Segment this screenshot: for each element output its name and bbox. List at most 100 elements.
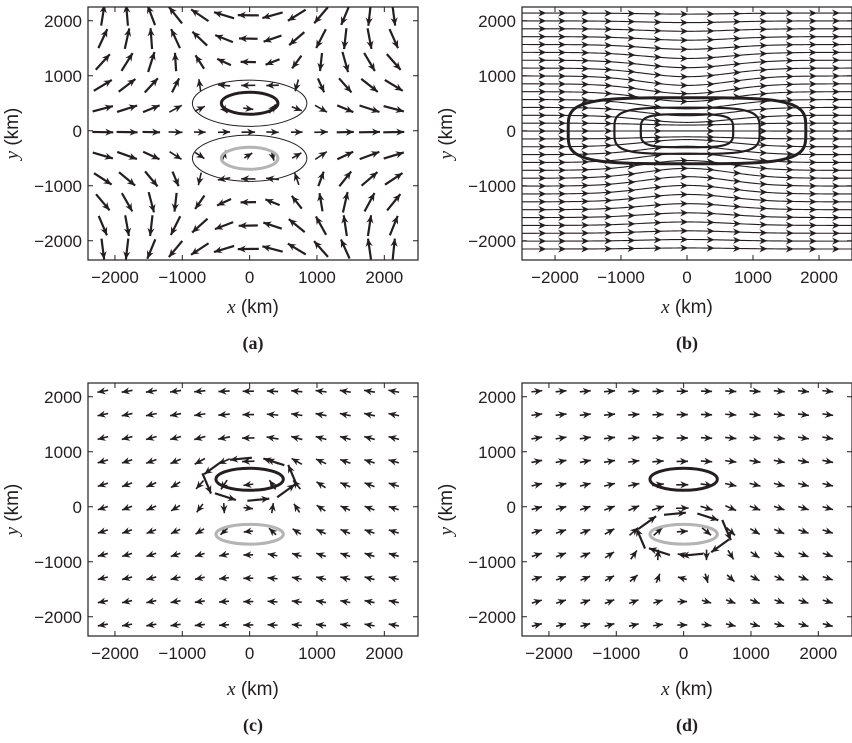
vector-arrow-head	[751, 527, 760, 535]
vector-arrow-head	[680, 481, 689, 489]
vector-arrow-head	[97, 433, 107, 441]
vector-arrow-head	[653, 44, 662, 52]
vector-arrow-head	[627, 170, 636, 178]
vector-arrow-head	[648, 547, 658, 555]
vector-arrow-head	[97, 410, 107, 418]
vector-arrow-head	[538, 33, 547, 41]
vector-arrow-head	[750, 573, 760, 581]
x-axis-label: x (km)	[660, 679, 713, 700]
vector-arrow-head	[558, 33, 567, 41]
vector-arrow-head	[538, 150, 547, 159]
vector-arrow-head	[122, 620, 131, 629]
contour-ellipse	[566, 96, 808, 166]
y-tick-label: 0	[507, 498, 516, 517]
streamline	[522, 184, 852, 195]
vector-arrow-head	[832, 198, 840, 206]
x-tick-label: −1000	[592, 644, 640, 663]
vector-arrow-head	[776, 410, 785, 418]
y-tick-label: 2000	[44, 12, 82, 31]
vector-arrow-head	[538, 182, 547, 190]
vector-arrow-head	[581, 166, 590, 174]
vector-arrow-head	[195, 151, 205, 159]
vector-arrow-head	[726, 550, 734, 560]
vector-arrow-head	[319, 128, 328, 136]
vector-arrow-head	[147, 28, 155, 37]
x-tick-label: 1000	[298, 644, 336, 663]
vector-arrow-head	[785, 65, 794, 73]
vector-arrow-head	[680, 244, 689, 252]
vector-arrow-head	[395, 105, 404, 113]
vector-arrow-head	[653, 201, 662, 209]
vector-arrow-head	[194, 433, 203, 441]
x-axis-label: x (km)	[226, 297, 279, 318]
vector-arrow-head	[291, 621, 301, 629]
vector-arrow-head	[316, 481, 326, 490]
vector-arrow-head	[364, 411, 373, 419]
vector-arrow-head	[627, 178, 636, 186]
vector-arrow-head	[391, 39, 399, 49]
vector-arrow-head	[237, 11, 246, 19]
vector-arrow-head	[367, 62, 375, 72]
vector-arrow-head	[97, 620, 107, 629]
vector-arrow-head	[557, 622, 566, 630]
vector-arrow-head	[538, 158, 547, 167]
vector-arrow-head	[172, 177, 179, 187]
vector-arrow-head	[680, 200, 689, 208]
vector-arrow-head	[808, 33, 817, 41]
vector-arrow-head	[195, 200, 203, 210]
vector-arrow-head	[196, 503, 205, 513]
vector-arrow-head	[100, 226, 108, 236]
vector-arrow-head	[293, 503, 302, 513]
vector-arrow-head	[371, 128, 381, 136]
vector-arrow-head	[631, 434, 640, 442]
vector-arrow-head	[388, 528, 398, 536]
vector-arrow-head	[726, 527, 736, 536]
vector-arrow-head	[680, 10, 689, 18]
vector-arrow-head	[192, 31, 201, 40]
vector-arrow-head	[122, 550, 131, 558]
vector-arrow-head	[727, 503, 737, 511]
vector-arrow-head	[538, 103, 547, 112]
vector-arrow-head	[388, 482, 398, 489]
vector-arrow-head	[388, 598, 398, 606]
vector-arrow-head	[627, 228, 636, 236]
vector-arrow-head	[100, 29, 108, 38]
vector-arrow-head	[808, 150, 817, 159]
panel-label: (d)	[676, 715, 698, 736]
vector-arrow-head	[367, 193, 375, 202]
vector-arrow-head	[706, 80, 715, 88]
vector-arrow-head	[785, 197, 794, 205]
vector-arrow-head	[146, 433, 155, 441]
x-axis-variable: x	[226, 679, 236, 700]
vector-arrow-head	[581, 135, 590, 143]
vector-arrow-head	[558, 174, 567, 182]
vector-arrow-head	[581, 33, 590, 41]
vector-arrow-head	[101, 54, 110, 63]
vector-arrow-head	[396, 128, 405, 136]
vector-arrow-head	[267, 621, 276, 629]
vector-arrow-head	[364, 458, 374, 466]
vector-arrow-head	[146, 550, 156, 558]
vector-arrow-head	[97, 503, 107, 511]
vector-arrow-head	[269, 528, 278, 537]
vector-arrow-head	[799, 527, 809, 535]
vector-arrow-head	[266, 411, 276, 419]
vector-arrow-head	[727, 620, 736, 628]
vector-arrow-head	[832, 119, 840, 127]
y-axis-variable: y	[2, 526, 23, 537]
vector-arrow-head	[533, 622, 542, 630]
vector-arrow-head	[604, 41, 613, 49]
vector-arrow-head	[340, 552, 350, 560]
vector-arrow-head	[824, 550, 833, 558]
vector-arrow-head	[824, 527, 833, 535]
vector-arrow-head	[702, 597, 712, 605]
x-axis-variable: x	[660, 679, 670, 700]
x-tick-label: 2000	[800, 268, 838, 287]
vector-arrow-head	[339, 411, 349, 419]
streamline	[522, 114, 852, 123]
vector-arrow-head	[364, 505, 374, 513]
vector-arrow-head	[105, 128, 114, 136]
vector-arrow-head	[538, 56, 547, 64]
vector-arrow-head	[733, 68, 741, 77]
vector-arrow-head	[629, 550, 637, 560]
